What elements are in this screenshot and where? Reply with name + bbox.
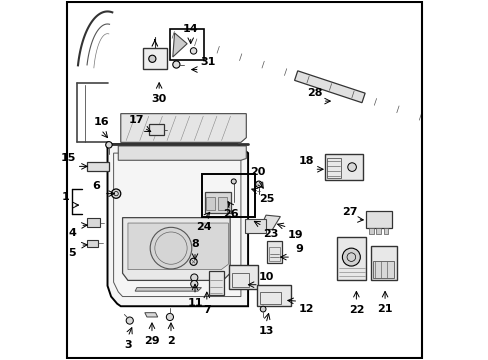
Circle shape bbox=[190, 274, 198, 281]
Text: 1: 1 bbox=[61, 192, 69, 202]
Text: 28: 28 bbox=[306, 88, 322, 98]
Text: 8: 8 bbox=[191, 239, 199, 249]
Text: 2: 2 bbox=[167, 336, 175, 346]
Polygon shape bbox=[107, 144, 247, 306]
Text: 13: 13 bbox=[258, 326, 273, 336]
Text: 12: 12 bbox=[298, 304, 313, 314]
Circle shape bbox=[111, 189, 121, 198]
Circle shape bbox=[347, 163, 356, 171]
Text: 30: 30 bbox=[151, 94, 166, 104]
Text: 20: 20 bbox=[250, 167, 265, 177]
Bar bbox=[366, 211, 391, 228]
Text: 19: 19 bbox=[287, 230, 303, 240]
Text: 14: 14 bbox=[183, 24, 198, 34]
Text: 7: 7 bbox=[203, 305, 210, 315]
Bar bbox=[206, 197, 215, 211]
Text: 11: 11 bbox=[187, 298, 203, 308]
Polygon shape bbox=[294, 71, 365, 103]
Polygon shape bbox=[122, 218, 230, 280]
Bar bbox=[149, 125, 163, 135]
Text: 15: 15 bbox=[61, 153, 76, 163]
Bar bbox=[325, 154, 362, 180]
Circle shape bbox=[231, 179, 236, 184]
Polygon shape bbox=[121, 114, 246, 142]
Circle shape bbox=[190, 48, 196, 54]
Bar bbox=[204, 192, 230, 213]
Bar bbox=[202, 174, 255, 217]
Text: 10: 10 bbox=[259, 272, 274, 282]
Polygon shape bbox=[128, 223, 228, 270]
Bar bbox=[169, 30, 203, 60]
Text: 25: 25 bbox=[259, 194, 274, 204]
Text: 22: 22 bbox=[348, 305, 364, 315]
Text: 6: 6 bbox=[92, 181, 100, 191]
Text: 3: 3 bbox=[124, 339, 131, 350]
Circle shape bbox=[172, 61, 180, 68]
Polygon shape bbox=[118, 146, 246, 160]
Circle shape bbox=[260, 306, 265, 312]
Bar bbox=[336, 237, 365, 280]
Bar bbox=[383, 228, 387, 234]
Text: 31: 31 bbox=[200, 57, 215, 67]
Circle shape bbox=[166, 314, 173, 320]
Bar bbox=[326, 158, 340, 178]
Circle shape bbox=[105, 141, 112, 148]
Bar bbox=[87, 219, 100, 227]
Circle shape bbox=[150, 227, 191, 269]
Text: 17: 17 bbox=[128, 115, 143, 125]
Text: 9: 9 bbox=[294, 244, 303, 254]
Text: 24: 24 bbox=[196, 222, 212, 231]
Circle shape bbox=[255, 181, 262, 188]
Bar bbox=[87, 239, 98, 247]
Text: 18: 18 bbox=[298, 156, 314, 166]
Polygon shape bbox=[144, 313, 158, 317]
Bar bbox=[376, 228, 380, 234]
Text: 26: 26 bbox=[223, 209, 238, 219]
Polygon shape bbox=[259, 215, 280, 229]
Polygon shape bbox=[172, 33, 187, 57]
Text: 29: 29 bbox=[144, 336, 160, 346]
Circle shape bbox=[148, 55, 156, 62]
Text: 23: 23 bbox=[262, 229, 278, 239]
Text: 5: 5 bbox=[68, 248, 76, 258]
Bar bbox=[266, 241, 281, 263]
Bar bbox=[143, 48, 166, 69]
Bar bbox=[372, 261, 394, 278]
Text: 16: 16 bbox=[93, 117, 109, 127]
Polygon shape bbox=[135, 288, 201, 291]
Bar bbox=[368, 228, 373, 234]
Bar bbox=[231, 273, 249, 287]
Bar bbox=[244, 219, 265, 233]
Text: 27: 27 bbox=[341, 207, 357, 217]
Circle shape bbox=[223, 202, 229, 207]
Bar bbox=[208, 271, 223, 296]
Circle shape bbox=[190, 280, 198, 288]
Circle shape bbox=[190, 258, 197, 265]
Text: 21: 21 bbox=[377, 304, 392, 314]
Circle shape bbox=[126, 317, 133, 324]
Bar bbox=[259, 292, 281, 304]
Bar bbox=[257, 285, 290, 306]
Text: 4: 4 bbox=[68, 229, 76, 238]
Circle shape bbox=[342, 248, 360, 266]
Bar bbox=[218, 197, 227, 211]
Bar bbox=[229, 265, 258, 289]
Bar bbox=[268, 247, 279, 261]
Bar bbox=[370, 246, 396, 280]
Bar bbox=[86, 162, 109, 171]
